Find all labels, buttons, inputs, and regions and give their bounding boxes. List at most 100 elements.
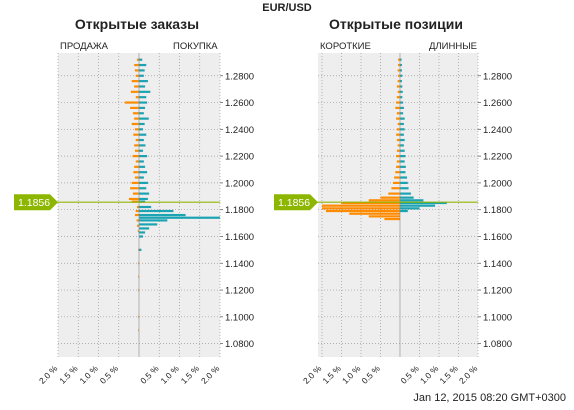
positions-price-tick-label: 1.2400 — [483, 125, 512, 136]
orders-sell-bar — [138, 262, 139, 265]
orders-buy-bar — [139, 80, 148, 83]
positions-sell-bar — [396, 112, 400, 115]
positions-left-label: КОРОТКИЕ — [320, 41, 371, 52]
positions-current-price-label: 1.1856 — [278, 197, 310, 209]
orders-percent-tick-label: 1.5 % — [179, 363, 202, 386]
panel-title-positions: Открытые позиции — [329, 16, 463, 32]
orders-buy-bar — [139, 96, 147, 99]
orders-buy-bar — [139, 144, 146, 147]
positions-sell-bar — [325, 209, 400, 213]
positions-percent-tick-label: 1.5 % — [437, 363, 460, 386]
positions-price-tick-label: 1.2000 — [483, 178, 512, 189]
orders-left-label: ПРОДАЖА — [60, 41, 109, 52]
positions-buy-bar — [400, 204, 436, 207]
orders-sell-bar — [130, 90, 139, 93]
positions-buy-bar — [400, 181, 408, 185]
orders-percent-tick-label: 1.0 % — [77, 363, 100, 386]
orders-sell-bar — [134, 165, 139, 168]
orders-percent-tick-label: 0.5 % — [98, 363, 121, 386]
positions-buy-bar — [400, 90, 403, 93]
positions-sell-bar — [396, 160, 400, 163]
timestamp: Jan 12, 2015 08:20 GMT+0300 — [413, 392, 566, 404]
orders-sell-bar — [133, 171, 139, 174]
positions-sell-bar — [395, 171, 400, 174]
orders-buy-bar — [139, 192, 150, 195]
orders-sell-bar — [135, 160, 139, 163]
positions-buy-bar — [400, 207, 420, 210]
orders-buy-bar — [139, 74, 144, 77]
orders-sell-bar — [135, 96, 139, 99]
positions-buy-bar — [400, 112, 404, 115]
positions-sell-bar — [368, 215, 400, 218]
positions-buy-bar — [400, 138, 405, 142]
orders-buy-bar — [139, 160, 144, 163]
orders-sell-bar — [130, 187, 139, 190]
positions-right-label: ДЛИННЫЕ — [429, 41, 477, 52]
orders-buy-bar — [139, 117, 149, 120]
orders-right-label: ПОКУПКА — [173, 41, 218, 52]
orders-buy-bar — [139, 176, 144, 179]
positions-sell-bar — [398, 58, 400, 61]
positions-buy-bar — [400, 85, 403, 88]
positions-sell-bar — [396, 138, 400, 142]
orders-buy-bar — [139, 138, 144, 142]
positions-buy-bar — [400, 144, 404, 147]
positions-sell-bar — [396, 165, 400, 168]
orders-buy-bar — [139, 205, 152, 209]
positions-price-tick-label: 1.1000 — [483, 312, 512, 323]
orders-price-tick-label: 1.1200 — [225, 286, 254, 297]
positions-buy-bar — [400, 155, 406, 158]
positions-price-tick-label: 1.2600 — [483, 98, 512, 109]
orders-sell-bar — [138, 315, 139, 318]
positions-percent-tick-label: 0.5 % — [398, 363, 421, 386]
orders-buy-bar — [139, 128, 144, 131]
orders-sell-bar — [137, 230, 139, 233]
positions-sell-bar — [396, 155, 400, 158]
orders-buy-bar — [139, 223, 158, 226]
panel-title-orders: Открытые заказы — [74, 16, 200, 32]
positions-price-tick-label: 1.1200 — [483, 286, 512, 297]
orders-sell-bar — [135, 138, 139, 142]
orders-sell-bar — [132, 112, 139, 115]
positions-percent-tick-label: 1.0 % — [340, 363, 363, 386]
orders-sell-bar — [132, 155, 139, 158]
orders-buy-bar — [139, 106, 146, 110]
orders-buy-bar — [139, 235, 144, 238]
orders-percent-tick-label: 1.5 % — [57, 363, 80, 386]
positions-sell-bar — [397, 80, 400, 83]
positions-buy-bar — [400, 122, 404, 126]
orders-sell-bar — [136, 205, 139, 209]
positions-sell-bar — [398, 74, 400, 77]
positions-price-tick-label: 1.1800 — [483, 205, 512, 216]
orders-sell-bar — [134, 128, 139, 131]
orders-sell-bar — [131, 80, 139, 83]
orders-sell-bar — [134, 144, 139, 147]
orders-sell-bar — [136, 219, 139, 222]
orders-percent-tick-label: 0.5 % — [138, 363, 161, 386]
orders-buy-bar — [139, 58, 143, 61]
positions-price-tick-label: 1.2800 — [483, 71, 512, 82]
positions-sell-bar — [391, 187, 400, 190]
positions-sell-bar — [396, 96, 400, 99]
orders-sell-bar — [133, 133, 139, 136]
orders-buy-bar — [139, 90, 151, 93]
positions-sell-bar — [380, 196, 400, 199]
positions-sell-bar — [322, 204, 400, 207]
orders-buy-bar — [139, 248, 142, 251]
orders-buy-bar — [139, 181, 148, 185]
positions-price-tick-label: 1.0800 — [483, 339, 512, 350]
orders-buy-bar — [139, 101, 148, 104]
positions-sell-bar — [397, 69, 400, 72]
positions-buy-bar — [400, 101, 404, 104]
positions-buy-bar — [400, 63, 402, 67]
positions-sell-bar — [368, 199, 400, 202]
chart-main-title: EUR/USD — [262, 2, 312, 14]
orders-buy-bar — [139, 219, 168, 222]
positions-buy-bar — [400, 196, 414, 199]
orders-sell-bar — [138, 288, 139, 292]
orders-price-tick-label: 1.1800 — [225, 205, 254, 216]
positions-buy-bar — [400, 128, 405, 131]
orders-buy-bar — [139, 155, 148, 158]
positions-buy-bar — [400, 199, 424, 202]
orders-sell-bar — [136, 224, 139, 227]
